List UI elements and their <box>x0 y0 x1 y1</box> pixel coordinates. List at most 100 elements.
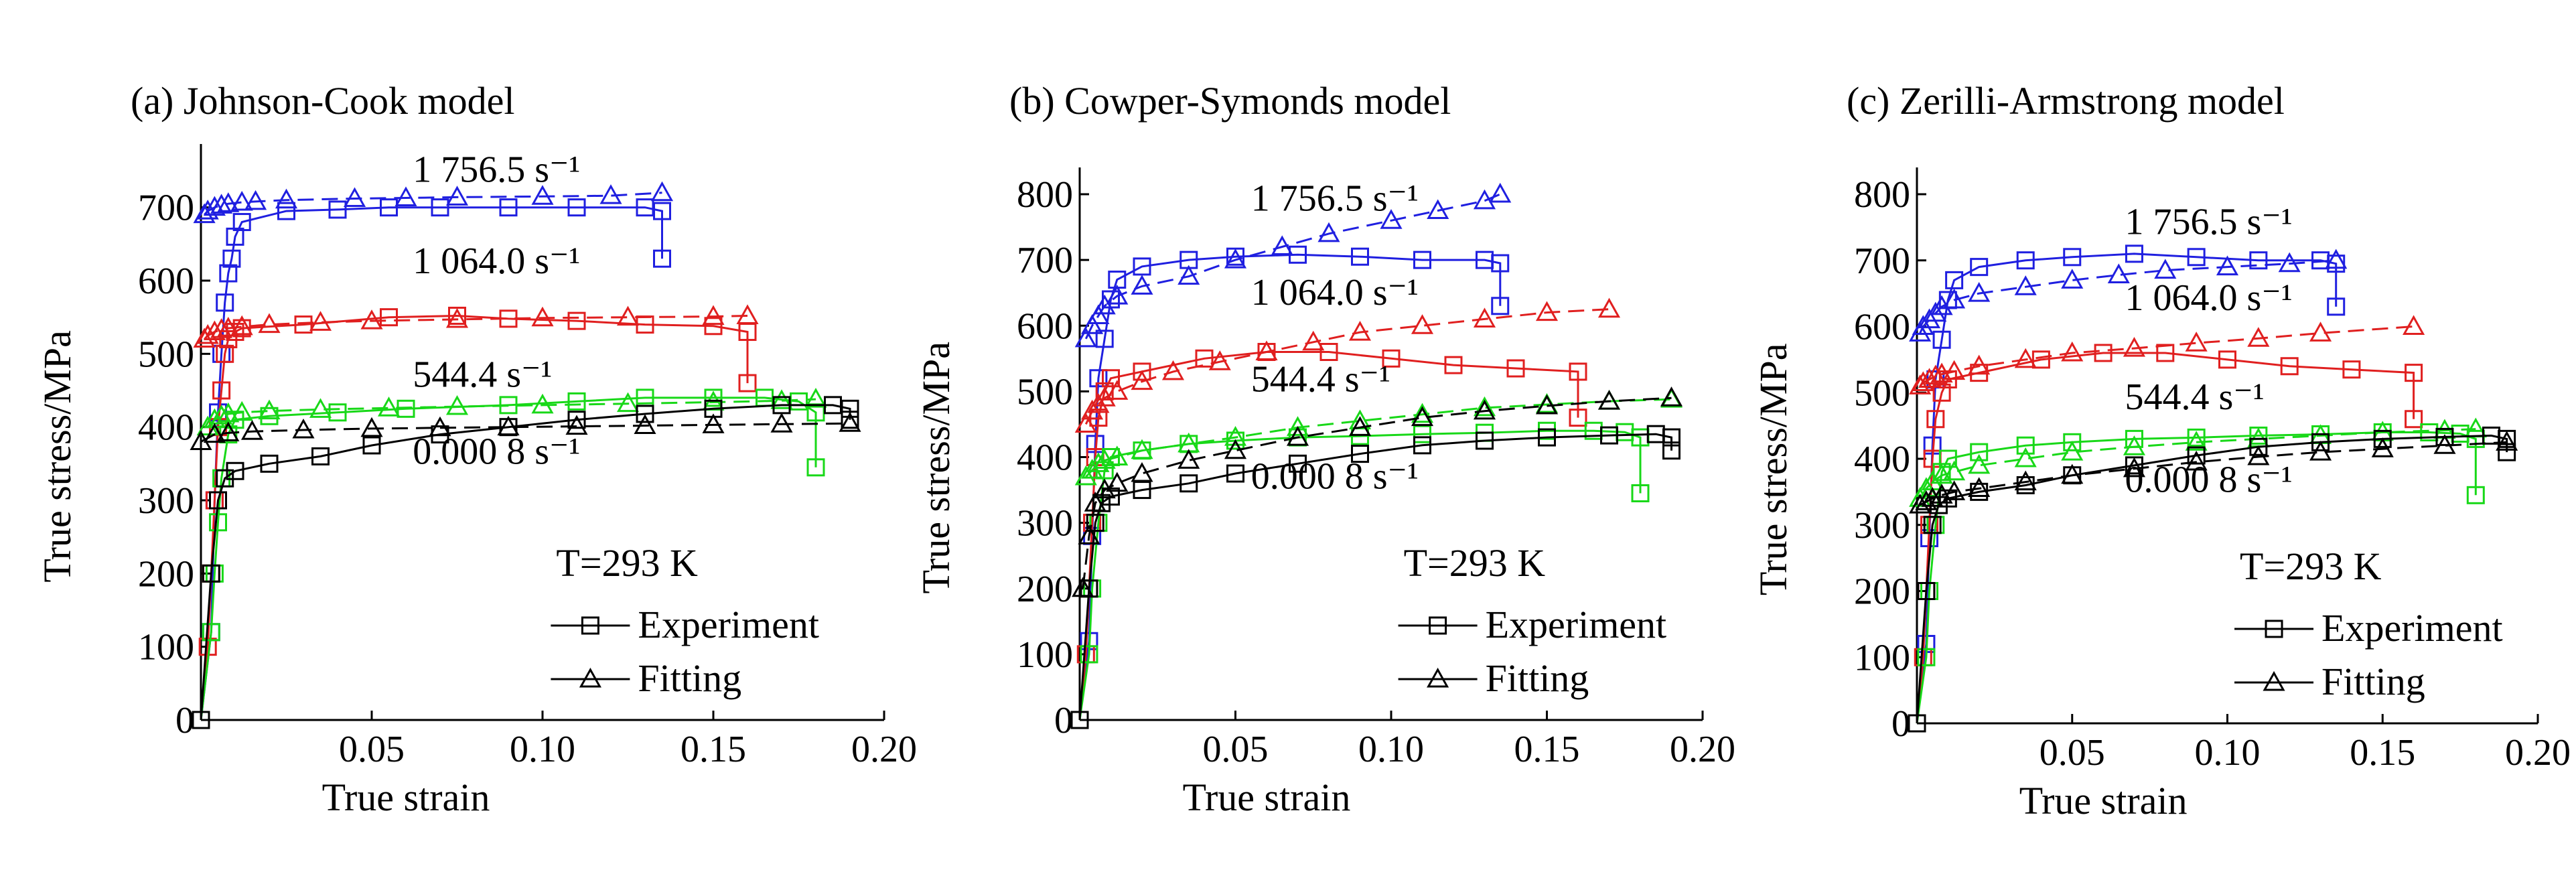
data-point-triangle <box>360 417 383 437</box>
data-point-triangle <box>1074 413 1097 433</box>
data-point-square <box>226 227 244 246</box>
data-point-triangle <box>1087 392 1110 413</box>
data-point-square <box>1086 514 1104 532</box>
data-point-triangle <box>736 304 759 324</box>
data-point-triangle <box>2154 259 2177 279</box>
data-point-square <box>567 198 586 217</box>
data-point-square <box>2187 428 2206 447</box>
data-point-square <box>653 249 671 268</box>
data-point-square <box>2016 436 2035 455</box>
x-axis-label: True strain <box>322 776 490 819</box>
data-point-triangle <box>1930 484 1953 504</box>
data-point-triangle <box>1078 524 1100 545</box>
data-point-triangle <box>1535 301 1559 321</box>
data-point-triangle <box>203 196 226 216</box>
y-tick-label: 300 <box>138 480 194 522</box>
data-point-triangle <box>2061 441 2084 461</box>
data-point-triangle <box>377 396 401 417</box>
strain-rate-label: 1 756.5 s⁻¹ <box>2125 201 2293 242</box>
data-point-triangle <box>1224 248 1247 269</box>
data-point-triangle <box>217 192 240 212</box>
data-point-triangle <box>258 313 281 334</box>
data-point-square <box>1662 428 1680 447</box>
data-point-triangle <box>2014 275 2037 295</box>
x-tick-label: 0.10 <box>1358 729 1424 770</box>
x-tick-label: 0.10 <box>510 729 575 770</box>
data-point-triangle <box>2247 327 2270 347</box>
data-point-triangle <box>193 328 216 348</box>
data-point-triangle <box>1943 288 1966 309</box>
data-point-triangle <box>217 421 240 441</box>
data-point-triangle <box>203 320 226 341</box>
data-point-square <box>1506 359 1525 378</box>
data-point-triangle <box>1427 199 1449 220</box>
data-point-square <box>499 198 518 217</box>
data-point-triangle <box>1930 362 1953 383</box>
x-tick-label: 0.15 <box>2350 732 2415 774</box>
data-point-triangle <box>210 318 233 338</box>
data-point-triangle <box>230 401 253 421</box>
data-point-triangle <box>1286 425 1309 446</box>
data-point-triangle <box>1072 577 1094 597</box>
legend-label-experiment: Experiment <box>1486 603 1667 646</box>
data-point-triangle <box>1286 416 1309 436</box>
temperature-label: T=293 K <box>2240 545 2382 588</box>
y-tick-label: 200 <box>1854 571 1910 613</box>
data-point-square <box>2249 251 2268 270</box>
x-axis-label: True strain <box>2019 779 2188 822</box>
y-tick-label: 500 <box>1017 371 1073 413</box>
data-point-triangle <box>1348 320 1372 341</box>
data-point-triangle <box>210 194 233 214</box>
data-point-triangle <box>1968 282 1991 302</box>
legend-label-fitting: Fitting <box>1486 656 1589 700</box>
data-point-triangle <box>804 388 827 408</box>
data-point-triangle <box>2014 470 2037 491</box>
series-0.0008-fitting <box>1072 386 1683 597</box>
x-tick-label: 0.10 <box>2195 732 2261 774</box>
x-tick-label: 0.05 <box>2040 732 2105 774</box>
data-point-triangle <box>1915 490 1938 510</box>
data-point-square <box>448 306 466 325</box>
data-point-square <box>1319 343 1338 361</box>
data-point-triangle <box>1093 294 1116 315</box>
data-point-triangle <box>1224 425 1247 446</box>
data-point-triangle <box>2403 315 2425 335</box>
y-tick-label: 300 <box>1854 505 1910 547</box>
y-tick-label: 0 <box>1891 703 1910 745</box>
data-point-square <box>1195 349 1214 368</box>
data-point-triangle <box>1380 209 1403 229</box>
data-point-triangle <box>2371 437 2394 457</box>
data-point-square <box>2187 248 2206 267</box>
data-point-triangle <box>1087 304 1110 325</box>
y-tick-label: 400 <box>1017 437 1073 479</box>
chart-title: (a) Johnson-Cook model <box>131 79 515 123</box>
data-point-square <box>2094 344 2113 362</box>
data-point-triangle <box>2216 255 2239 276</box>
data-point-square <box>2187 446 2206 465</box>
data-point-square <box>1080 645 1098 664</box>
data-point-square <box>1569 362 1587 381</box>
series-line <box>207 398 816 428</box>
data-point-triangle <box>634 414 656 434</box>
data-point-triangle <box>497 415 520 436</box>
data-point-square <box>1351 445 1369 463</box>
data-point-square <box>1089 369 1108 388</box>
data-point-square <box>1970 443 1989 461</box>
data-point-square <box>2280 357 2299 376</box>
data-point-square <box>209 491 227 510</box>
data-point-triangle <box>1924 364 1947 385</box>
legend: Experiment Fitting <box>551 603 819 700</box>
series-line <box>1082 396 1672 589</box>
data-point-triangle <box>2014 348 2037 368</box>
chart-title: (c) Zerilli-Armstrong model <box>1847 79 2285 123</box>
data-point-triangle <box>1918 308 1941 329</box>
data-point-square <box>202 564 220 583</box>
y-axis-label: True stress/MPa <box>1751 344 1795 596</box>
data-point-triangle <box>1921 487 1944 507</box>
data-point-square <box>704 388 723 407</box>
data-point-triangle <box>445 394 469 415</box>
data-point-triangle <box>2496 431 2518 451</box>
data-point-triangle <box>1084 492 1106 512</box>
data-point-triangle <box>240 420 264 440</box>
data-point-triangle <box>395 186 417 206</box>
